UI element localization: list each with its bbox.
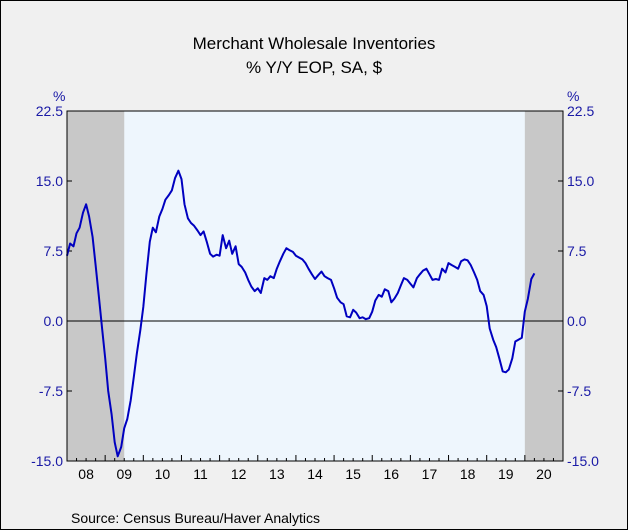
y-tick-label-right: 22.5 — [567, 103, 594, 119]
x-tick-label: 17 — [422, 466, 438, 482]
y-tick-label-left: 22.5 — [36, 103, 63, 119]
x-tick-label: 10 — [155, 466, 171, 482]
chart-title: Merchant Wholesale Inventories — [193, 34, 436, 53]
y-tick-label-left: -15.0 — [31, 453, 63, 469]
x-tick-label: 12 — [231, 466, 247, 482]
y-tick-label-left: 0.0 — [44, 313, 64, 329]
y-tick-label-left: 7.5 — [44, 243, 64, 259]
x-tick-label: 09 — [116, 466, 132, 482]
right-y-tick-labels: 22.5 15.0 7.5 0.0 -7.5 -15.0 — [567, 103, 599, 469]
y-tick-label-right: 0.0 — [567, 313, 587, 329]
y-tick-label-right: 15.0 — [567, 173, 594, 189]
x-tick-label: 15 — [345, 466, 361, 482]
x-tick-label: 14 — [307, 466, 323, 482]
x-tick-label: 19 — [498, 466, 514, 482]
left-y-tick-labels: 22.5 15.0 7.5 0.0 -7.5 -15.0 — [31, 103, 63, 469]
x-tick-labels: 08 09 10 11 12 13 14 15 16 17 18 19 20 — [78, 466, 552, 482]
y-tick-label-right: 7.5 — [567, 243, 587, 259]
left-axis-unit: % — [53, 88, 65, 104]
chart-subtitle: % Y/Y EOP, SA, $ — [246, 58, 383, 77]
x-tick-label: 13 — [269, 466, 285, 482]
y-tick-label-left: -7.5 — [39, 383, 63, 399]
y-tick-label-left: 15.0 — [36, 173, 63, 189]
source-note: Source: Census Bureau/Haver Analytics — [71, 510, 320, 526]
plot-area — [67, 111, 563, 461]
y-tick-label-right: -7.5 — [567, 383, 591, 399]
right-axis-unit: % — [567, 88, 579, 104]
recession-band — [67, 111, 124, 461]
x-tick-label: 11 — [193, 466, 208, 482]
x-tick-label: 16 — [384, 466, 400, 482]
x-tick-label: 18 — [460, 466, 476, 482]
x-tick-label: 20 — [536, 466, 552, 482]
y-tick-label-right: -15.0 — [567, 453, 599, 469]
x-tick-label: 08 — [78, 466, 94, 482]
